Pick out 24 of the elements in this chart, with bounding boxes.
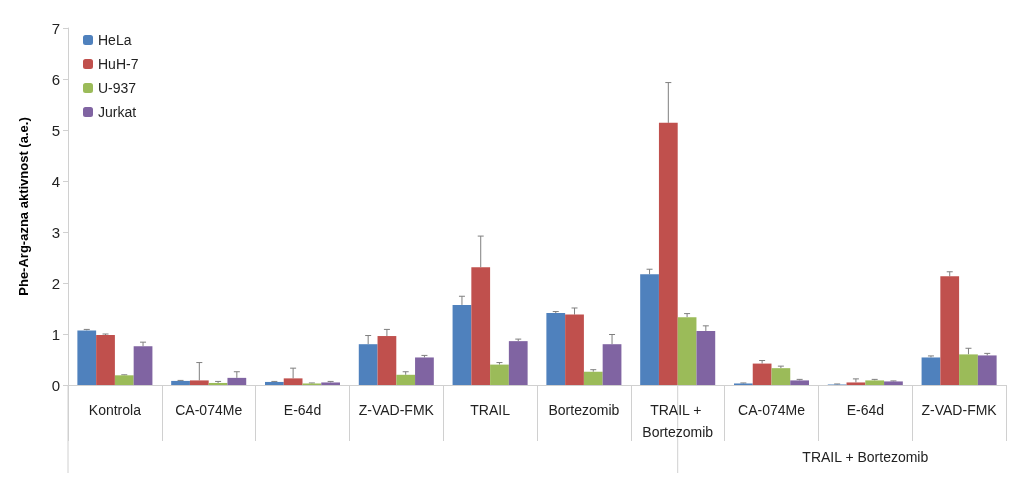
x-tick-label: TRAIL [470,402,511,418]
legend-label: HuH-7 [98,56,139,72]
y-axis-title: Phe-Arg-azna aktivnost (a.e.) [16,117,31,296]
y-tick-label: 6 [51,70,60,88]
x-tick-label: Z-VAD-FMK [358,402,435,418]
legend-label: HeLa [98,32,132,48]
y-tick-label: 1 [51,325,60,343]
y-tick-label: 0 [51,376,60,394]
legend-label: Jurkat [98,104,137,120]
y-tick-label: 4 [51,172,60,190]
x-tick-label: CA-074Me [175,402,243,418]
x-tick-label: Kontrola [88,402,142,418]
legend-label: U-937 [98,80,137,96]
text: TRAIL + Bortezomib [802,449,929,465]
y-tick-label: 3 [51,223,60,241]
x-tick-label: Z-VAD-FMK [921,402,998,418]
x-tick-label: Bortezomib [548,402,620,418]
y-tick-label: 2 [51,274,60,292]
x-tick-label: CA-074Me [738,402,806,418]
x-tick-label: E-64d [283,402,322,418]
y-tick-label: 5 [51,121,60,139]
x-tick-label: TRAIL + Bortezomib [642,402,714,440]
x-tick-label: E-64d [846,402,884,418]
y-tick-label: 7 [51,19,60,37]
